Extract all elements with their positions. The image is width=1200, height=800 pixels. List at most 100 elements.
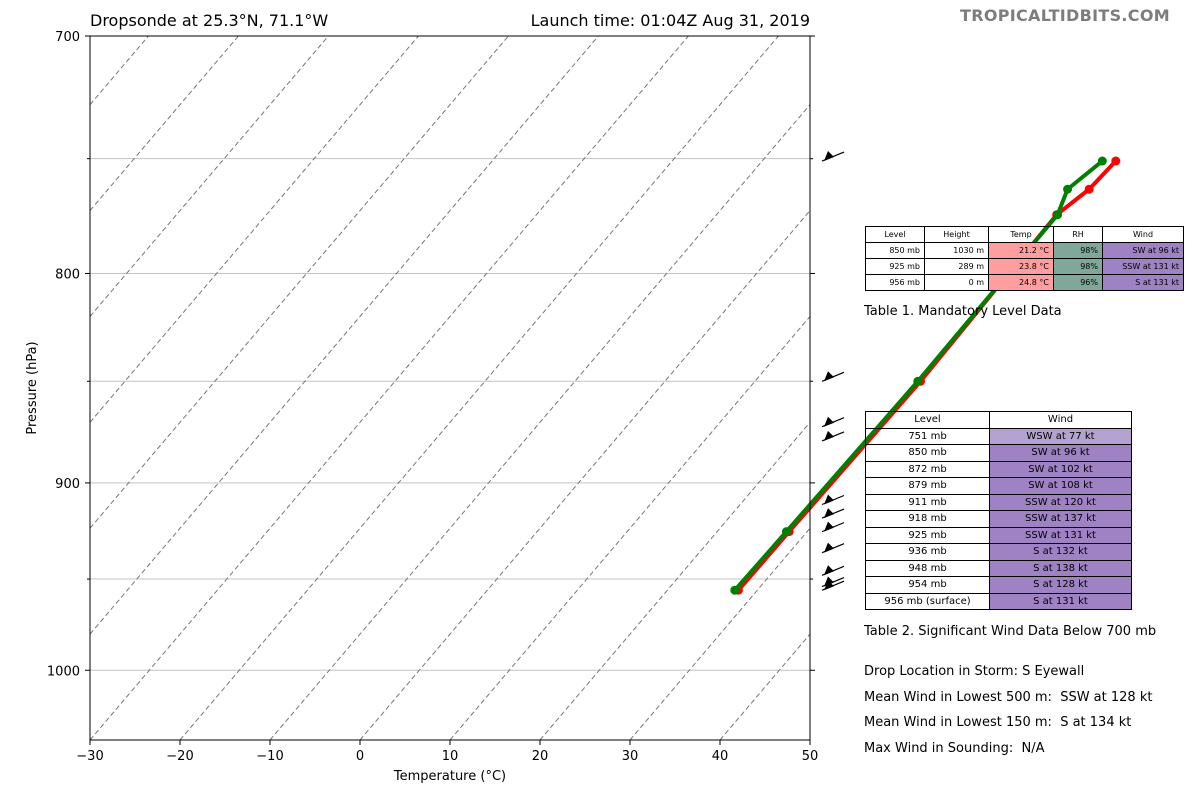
table-row: 872 mb SW at 102 kt — [865, 460, 1132, 478]
dry-adiabat-lines — [89, 35, 811, 741]
col-header-temp: Temp — [988, 226, 1054, 243]
col-header-height: Height — [924, 226, 989, 243]
dry-adiabat-line — [269, 104, 811, 741]
height-cell: 0 m — [924, 274, 989, 291]
wind-barb-pennant — [824, 494, 834, 505]
wind-barb-pennant — [824, 580, 834, 591]
significant-wind-table: Level Wind 751 mb WSW at 77 kt 850 mb SW at… — [865, 411, 1132, 610]
level-cell: 956 mb — [865, 274, 925, 291]
table-row: 956 mb (surface) S at 131 kt — [865, 592, 1132, 610]
wind-cell: SSW at 131 kt — [1102, 258, 1184, 275]
data-point — [781, 527, 791, 537]
table-row: 936 mb S at 132 kt — [865, 543, 1132, 561]
wind-cell: WSW at 77 kt — [989, 427, 1132, 445]
table-row: 948 mb S at 138 kt — [865, 559, 1132, 577]
table-row: 925 mb 289 m 23.8 °C 98% SSW at 131 kt — [865, 258, 1184, 275]
dry-adiabat-line — [89, 35, 419, 423]
data-point — [1097, 156, 1107, 166]
wind-barb — [821, 565, 845, 576]
wind-barb — [821, 151, 845, 162]
x-tick-label: −10 — [256, 749, 283, 764]
dry-adiabat-line — [89, 35, 239, 211]
data-point — [1111, 156, 1121, 166]
table-row: 911 mb SSW at 120 kt — [865, 493, 1132, 511]
table1-caption: Table 1. Mandatory Level Data — [864, 304, 1062, 319]
y-tick-label: 900 — [55, 477, 80, 492]
data-point — [1053, 210, 1063, 220]
table-row: 956 mb 0 m 24.8 °C 96% S at 131 kt — [865, 274, 1184, 291]
level-cell: 850 mb — [865, 242, 925, 259]
dry-adiabat-line — [359, 210, 811, 741]
brand-watermark: TROPICALTIDBITS.COM — [960, 6, 1170, 25]
level-cell: 956 mb (surface) — [865, 592, 990, 610]
col-header-level: Level — [865, 226, 925, 243]
x-tick-label: −30 — [76, 749, 103, 764]
dry-adiabat-line — [89, 35, 599, 635]
dry-adiabat-line — [179, 35, 779, 741]
wind-barb — [821, 430, 845, 442]
x-tick-label: 40 — [712, 749, 729, 764]
table-row: 879 mb SW at 108 kt — [865, 477, 1132, 495]
x-tick-label: −20 — [166, 749, 193, 764]
level-cell: 879 mb — [865, 477, 990, 495]
x-axis-label: Temperature (°C) — [393, 769, 506, 784]
dry-adiabat-line — [719, 633, 811, 741]
dry-adiabat-line — [629, 527, 811, 741]
x-tick-label: 10 — [442, 749, 459, 764]
y-axis-label: Pressure (hPa) — [25, 341, 40, 434]
y-tick-label: 800 — [55, 267, 80, 282]
wind-barb-pennant — [824, 542, 834, 553]
table-header-row: Level Height Temp RH Wind — [865, 226, 1184, 243]
table-row: 954 mb S at 128 kt — [865, 576, 1132, 594]
mandatory-level-table: Level Height Temp RH Wind 850 mb 1030 m … — [865, 226, 1184, 291]
wind-cell: SW at 96 kt — [1102, 242, 1184, 259]
axis-ticks: −30 −20 −10 0 10 20 30 40 50 700 800 900 1000 — [47, 30, 818, 764]
dry-adiabat-line — [449, 316, 811, 741]
x-tick-label: 50 — [802, 749, 819, 764]
level-cell: 936 mb — [865, 543, 990, 561]
rh-cell: 96% — [1053, 274, 1103, 291]
rh-cell: 98% — [1053, 258, 1103, 275]
wind-barb-pennant — [824, 508, 834, 519]
table-row: 918 mb SSW at 137 kt — [865, 510, 1132, 528]
table-row: 925 mb SSW at 131 kt — [865, 526, 1132, 544]
wind-barb-pennant — [824, 416, 834, 427]
data-point — [913, 376, 923, 386]
mean-wind-500m-text: Mean Wind in Lowest 500 m: SSW at 128 kt — [864, 690, 1153, 705]
table-header-row: Level Wind — [865, 411, 1132, 429]
level-cell: 850 mb — [865, 444, 990, 462]
wind-cell: SW at 108 kt — [989, 477, 1132, 495]
x-tick-label: 30 — [622, 749, 639, 764]
dry-adiabat-line — [89, 35, 509, 529]
pressure-gridlines — [90, 158, 810, 671]
chart-title-launch-time: Launch time: 01:04Z Aug 31, 2019 — [530, 11, 810, 30]
level-cell: 954 mb — [865, 576, 990, 594]
level-cell: 751 mb — [865, 427, 990, 445]
wind-cell: S at 128 kt — [989, 576, 1132, 594]
dry-adiabat-line — [89, 35, 689, 741]
table-row: 751 mb WSW at 77 kt — [865, 427, 1132, 445]
dry-adiabat-line — [89, 35, 149, 106]
wind-barb — [821, 494, 845, 506]
wind-barbs — [821, 151, 845, 591]
level-cell: 872 mb — [865, 460, 990, 478]
wind-cell: SW at 96 kt — [989, 444, 1132, 462]
col-header-wind: Wind — [1102, 226, 1184, 243]
wind-barb — [821, 542, 845, 554]
rh-cell: 98% — [1053, 242, 1103, 259]
y-tick-label: 1000 — [47, 664, 80, 679]
level-cell: 925 mb — [865, 258, 925, 275]
drop-location-text: Drop Location in Storm: S Eyewall — [864, 664, 1085, 679]
height-cell: 1030 m — [924, 242, 989, 259]
wind-barb-pennant — [824, 371, 834, 382]
wind-barb-pennant — [824, 565, 834, 576]
level-cell: 918 mb — [865, 510, 990, 528]
wind-cell: SSW at 131 kt — [989, 526, 1132, 544]
table-row: 850 mb SW at 96 kt — [865, 444, 1132, 462]
col-header-level: Level — [865, 411, 990, 429]
temp-cell: 23.8 °C — [988, 258, 1054, 275]
height-cell: 289 m — [924, 258, 989, 275]
data-point — [1063, 184, 1073, 194]
data-point — [1084, 184, 1094, 194]
